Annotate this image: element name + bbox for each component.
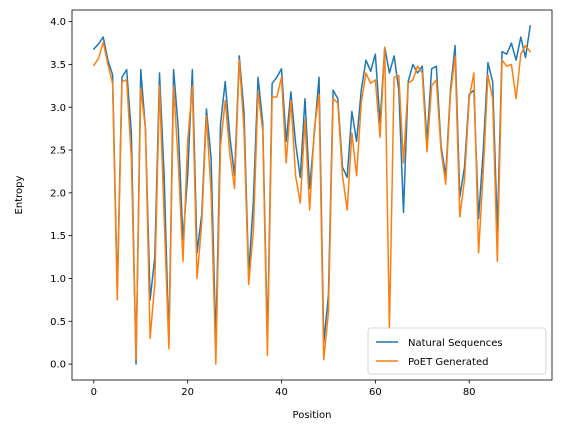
x-tick-label: 40 bbox=[275, 387, 288, 398]
x-tick-label: 20 bbox=[181, 387, 194, 398]
y-tick-label: 0.5 bbox=[50, 317, 66, 328]
y-tick-label: 3.5 bbox=[50, 60, 66, 71]
plot-frame bbox=[71, 9, 553, 381]
x-tick-label: 0 bbox=[91, 387, 97, 398]
series-line-poet-generated bbox=[92, 41, 532, 365]
legend-box bbox=[367, 327, 547, 375]
y-tick-label: 2.5 bbox=[50, 146, 66, 157]
y-tick-label: 4.0 bbox=[50, 17, 66, 28]
y-tick-label: 2.0 bbox=[50, 188, 66, 199]
y-tick-label: 1.5 bbox=[50, 231, 66, 242]
x-axis-label: Position bbox=[293, 410, 332, 421]
legend: Natural Sequences PoET Generated bbox=[367, 327, 547, 375]
y-tick-label: 3.0 bbox=[50, 103, 66, 114]
x-tick-label: 60 bbox=[369, 387, 382, 398]
y-tick-label: 0.0 bbox=[50, 360, 66, 371]
y-axis-label: Entropy bbox=[14, 175, 25, 214]
axes-layer: 0 20 40 60 80 0.0 0.5 1.0 1.5 2.0 2.5 3.0 3.5 4.0 bbox=[50, 9, 553, 398]
x-tick-label: 80 bbox=[463, 387, 476, 398]
series-layer bbox=[92, 25, 532, 365]
y-tick-label: 1.0 bbox=[50, 274, 66, 285]
legend-label-poet-generated: PoET Generated bbox=[408, 357, 488, 368]
legend-label-natural-sequences: Natural Sequences bbox=[408, 338, 503, 349]
